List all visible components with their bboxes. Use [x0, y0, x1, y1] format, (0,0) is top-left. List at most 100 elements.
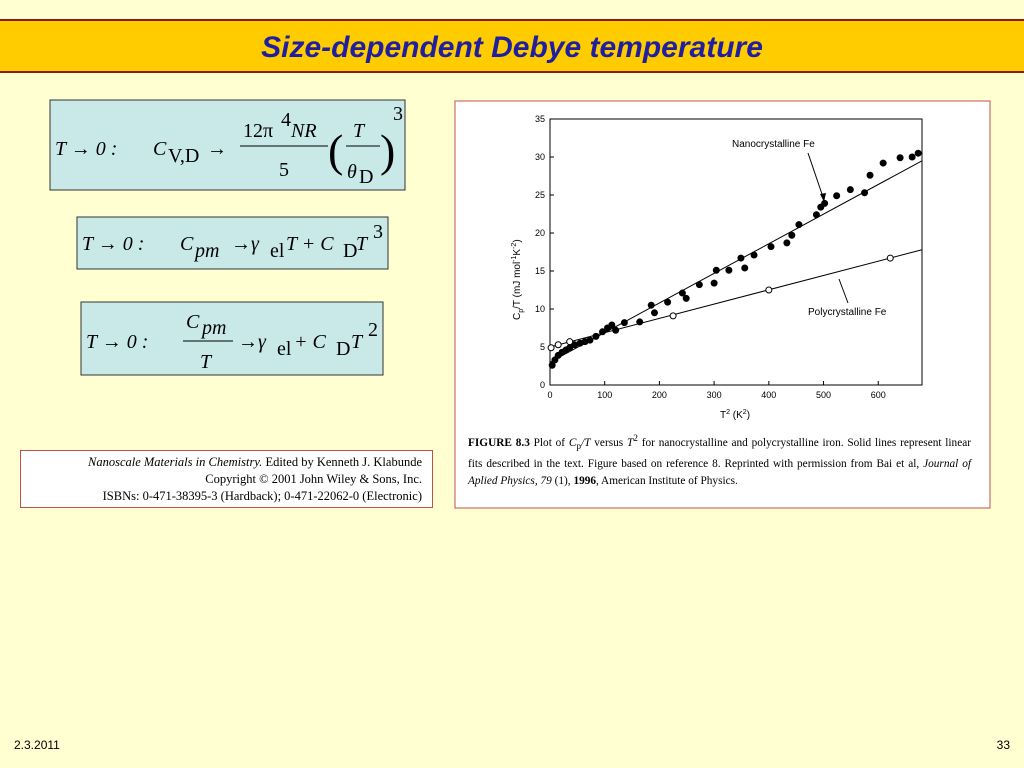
y-tick-label: 0	[540, 380, 545, 390]
equation-box	[49, 99, 406, 191]
eq-text: T	[200, 351, 213, 373]
annotation-arrow	[807, 152, 825, 201]
data-point	[682, 294, 690, 302]
y-axis-label: -2	[511, 243, 518, 249]
eq-text: 3	[373, 221, 383, 243]
citation: Nanoscale Materials in Chemistry. Edited…	[20, 450, 433, 508]
data-point	[861, 189, 869, 197]
data-point	[712, 266, 720, 274]
caption-text: Journal of Aplied Physics, 79	[468, 458, 971, 488]
data-point	[914, 149, 922, 157]
data-point	[886, 254, 894, 262]
eq-text: pm	[193, 240, 219, 262]
x-axis-label: T2 (K2)	[720, 409, 750, 421]
eq-text: pm	[200, 317, 226, 339]
x-axis-label: )	[747, 410, 750, 421]
eq-text: D	[343, 240, 357, 262]
data-point	[664, 298, 672, 306]
data-point	[741, 264, 749, 272]
footer-page: 33	[996, 738, 1010, 752]
title-band	[0, 20, 1024, 72]
data-point	[710, 279, 718, 287]
data-point	[788, 231, 796, 239]
data-point	[737, 254, 745, 262]
annotation: Nanocrystalline Fe	[732, 139, 815, 150]
data-point	[647, 301, 655, 309]
y-tick-label: 10	[535, 304, 545, 314]
slide-title: Size-dependent Debye temperature	[261, 31, 763, 64]
annotation: Polycrystalline Fe	[808, 307, 887, 318]
caption-text: 2	[633, 434, 638, 444]
y-axis-label: p	[518, 309, 525, 313]
data-point	[767, 243, 775, 251]
caption-text: 1996	[573, 475, 597, 488]
eq-text: →γ	[231, 233, 260, 255]
y-tick-label: 5	[540, 342, 545, 352]
x-tick-label: 600	[871, 390, 886, 400]
data-point	[586, 336, 594, 344]
eq-text: V,D	[168, 145, 199, 167]
y-axis-label: K	[512, 249, 523, 256]
x-tick-label: 100	[597, 390, 612, 400]
caption-text: , American Institute of Physics.	[596, 475, 738, 488]
citation-book: Nanoscale Materials in Chemistry.	[88, 455, 263, 469]
data-point	[725, 266, 733, 274]
x-tick-label: 500	[816, 390, 831, 400]
y-tick-label: 25	[535, 190, 545, 200]
eq-text: T	[353, 120, 366, 142]
data-point	[620, 319, 628, 327]
caption-text: (1),	[551, 475, 574, 488]
caption-text: T	[626, 436, 634, 449]
citation-line: Nanoscale Materials in Chemistry. Edited…	[21, 454, 422, 471]
annotation-arrow	[838, 278, 849, 304]
data-point	[695, 281, 703, 289]
eq-text: C	[153, 138, 167, 160]
y-tick-label: 20	[535, 228, 545, 238]
y-axis-label: /T (mJ mol	[512, 262, 523, 309]
eq-text: C	[180, 233, 194, 255]
y-tick-label: 35	[535, 114, 545, 124]
eq-text: 12π	[243, 120, 273, 142]
data-point	[608, 321, 616, 329]
eq-text: C	[186, 311, 200, 333]
y-tick-label: 15	[535, 266, 545, 276]
x-tick-label: 400	[761, 390, 776, 400]
data-point	[547, 344, 555, 352]
y-tick-label: 30	[535, 152, 545, 162]
data-point	[765, 286, 773, 294]
data-point	[821, 199, 829, 207]
data-point	[650, 309, 658, 317]
eq-text: + C	[294, 331, 326, 353]
eq-text: →	[207, 138, 227, 160]
data-point	[750, 251, 758, 259]
caption-text: versus	[590, 436, 627, 449]
y-axis-label: )	[512, 239, 523, 242]
plot-frame	[549, 118, 923, 386]
data-point	[554, 341, 562, 349]
eq-text: NR	[290, 120, 317, 142]
x-axis-label: 2	[726, 409, 730, 416]
x-axis-label: (K	[730, 410, 743, 421]
data-point	[669, 312, 677, 320]
data-point	[551, 356, 559, 364]
equation-box	[80, 301, 384, 376]
eq-text: D	[359, 166, 373, 188]
eq-text: θ	[347, 161, 357, 183]
eq-text: 2	[368, 319, 378, 341]
caption-text: Plot of	[529, 436, 569, 449]
x-axis-label: T	[720, 410, 726, 421]
data-point	[866, 171, 874, 179]
figure-caption: FIGURE 8.3 Plot of Cp/T versus T2 for na…	[468, 431, 971, 490]
eq-text: T → 0 :	[55, 138, 117, 160]
x-axis-label: 2	[743, 409, 747, 416]
data-point	[879, 159, 887, 167]
data-point	[783, 239, 791, 247]
data-point	[566, 338, 574, 346]
eq-text: T → 0 :	[82, 233, 144, 255]
caption-text: C	[568, 436, 577, 449]
equation: T → 0 : C pm →γ el T + C D T 3	[76, 216, 389, 270]
data-point	[812, 211, 820, 219]
eq-text: el	[277, 338, 292, 360]
eq-text: T → 0 :	[86, 331, 148, 353]
